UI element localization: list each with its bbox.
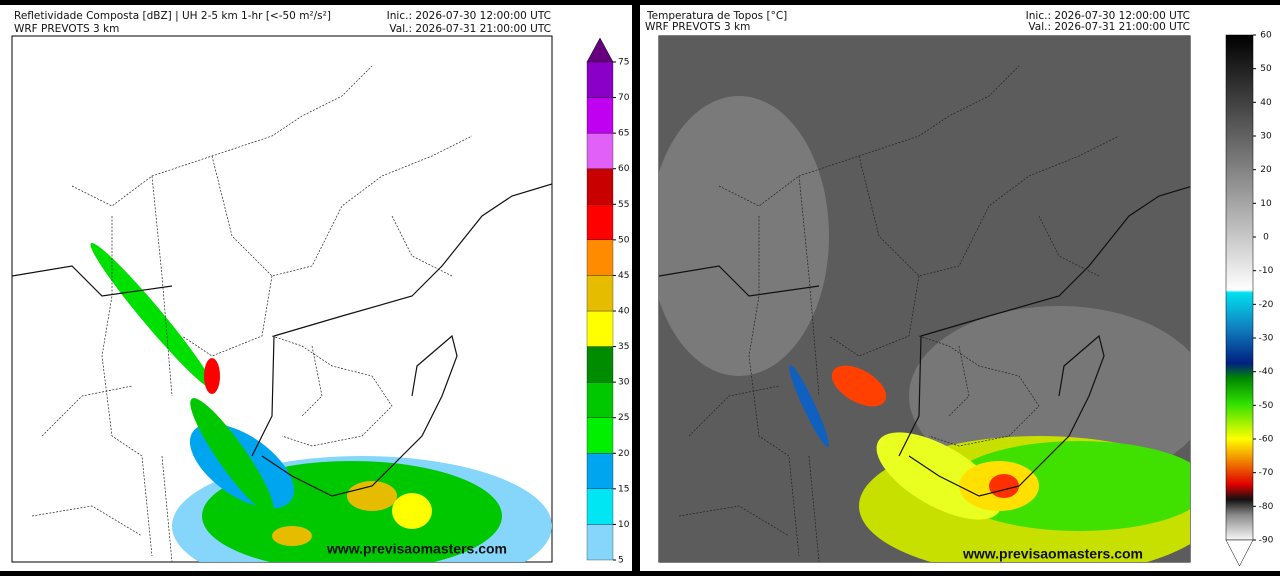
colorbar-bin xyxy=(586,488,614,525)
colorbar-tick-label: 70 xyxy=(618,93,630,103)
colorbar: 5 10 15 20 25 30 35 40 45 50 55 60 65 70 75 xyxy=(586,37,630,566)
colorbar-tick-label: -90 xyxy=(1259,536,1274,546)
valid-time: Val.: 2026-07-31 21:00:00 UTC xyxy=(389,23,551,35)
colorbar-bin xyxy=(586,132,614,169)
colorbar-bin xyxy=(586,453,614,490)
colorbar-tick-label: -10 xyxy=(1259,266,1274,276)
colorbar-bin xyxy=(586,275,614,312)
cloud xyxy=(789,365,829,447)
model: WRF PREVOTS 3 km xyxy=(14,23,119,35)
colorbar-bin xyxy=(586,346,614,383)
colorbar-bin xyxy=(586,168,614,205)
echo xyxy=(392,493,432,529)
watermark: www.previsaomasters.com xyxy=(326,541,507,557)
map-viewport xyxy=(12,65,552,562)
echo xyxy=(90,242,214,390)
colorbar-tick-label: -30 xyxy=(1259,334,1274,344)
colorbar-tick-label: -50 xyxy=(1259,401,1274,411)
watermark: www.previsaomasters.com xyxy=(962,546,1143,562)
colorbar-bin xyxy=(586,239,614,276)
colorbar-tick-label: 15 xyxy=(618,484,629,494)
colorbar-tick-label: 10 xyxy=(1260,199,1272,209)
colorbar-tick-label: 20 xyxy=(618,449,630,459)
colorbar-tick-label: -20 xyxy=(1259,300,1274,310)
colorbar-bin xyxy=(586,417,614,454)
colorbar-tick-label: -60 xyxy=(1259,435,1274,445)
colorbar-bin xyxy=(586,310,614,347)
echo xyxy=(272,526,312,546)
reflectivity-map: Refletividade Composta [dBZ] | UH 2-5 km… xyxy=(11,10,553,563)
colorbar-ramp xyxy=(1225,34,1254,541)
precip xyxy=(90,242,552,562)
colorbar-bin xyxy=(586,61,614,98)
model: WRF PREVOTS 3 km xyxy=(645,21,750,33)
colorbar-extend xyxy=(1225,539,1254,567)
init-time: Inic.: 2026-07-30 12:00:00 UTC xyxy=(387,10,551,22)
colorbar-tick-label: 60 xyxy=(1260,31,1272,41)
colorbar-tick-label: 40 xyxy=(618,307,630,317)
colorbar-tick-label: 50 xyxy=(1260,64,1272,74)
colorbar-tick-label: -40 xyxy=(1259,367,1274,377)
echo xyxy=(347,481,397,511)
colorbar-tick-label: 45 xyxy=(618,271,629,281)
colorbar-tick-label: 10 xyxy=(618,520,630,530)
colorbar-tick-label: 60 xyxy=(618,164,630,174)
colorbar-tick-label: 30 xyxy=(618,378,630,388)
colorbar-tick-label: 50 xyxy=(618,235,630,245)
colorbar-tick-label: 20 xyxy=(1260,165,1272,175)
colorbar-tick-label: 0 xyxy=(1263,233,1269,243)
init-time: Inic.: 2026-07-30 12:00:00 UTC xyxy=(1026,10,1190,22)
colorbar-bin xyxy=(586,204,614,241)
colorbar-tick-label: 55 xyxy=(618,200,629,210)
colorbar-bin xyxy=(586,524,614,561)
colorbar-bin xyxy=(586,97,614,134)
cloud xyxy=(659,96,829,376)
map-viewport xyxy=(659,36,1190,562)
colorbar-tick-label: 75 xyxy=(618,58,629,68)
colorbar-tick-label: 35 xyxy=(618,342,629,352)
cloud xyxy=(831,365,887,407)
colorbar-tick-label: 25 xyxy=(618,413,629,423)
echo xyxy=(204,358,220,394)
cloud xyxy=(989,474,1019,498)
colorbar-tick-label: 40 xyxy=(1260,98,1272,108)
title: Refletividade Composta [dBZ] | UH 2-5 km… xyxy=(14,10,331,22)
colorbar-bin xyxy=(586,381,614,418)
colorbar-tick-label: -80 xyxy=(1259,502,1274,512)
colorbar-tick-label: 5 xyxy=(618,556,624,566)
valid-time: Val.: 2026-07-31 21:00:00 UTC xyxy=(1028,21,1190,33)
colorbar-tick-label: 30 xyxy=(1260,132,1272,142)
colorbar-tick-label: 65 xyxy=(618,129,629,139)
title: Temperatura de Topos [°C] xyxy=(646,10,787,22)
cloud-top-map: Temperatura de Topos [°C] WRF PREVOTS 3 … xyxy=(645,10,1191,563)
colorbar: -90 -80 -70 -60 -50 -40 -30 -20 -10 0 10 20 30 40 50 60 xyxy=(1225,31,1274,567)
echo xyxy=(190,398,274,514)
colorbar-tick-label: -70 xyxy=(1259,468,1274,478)
